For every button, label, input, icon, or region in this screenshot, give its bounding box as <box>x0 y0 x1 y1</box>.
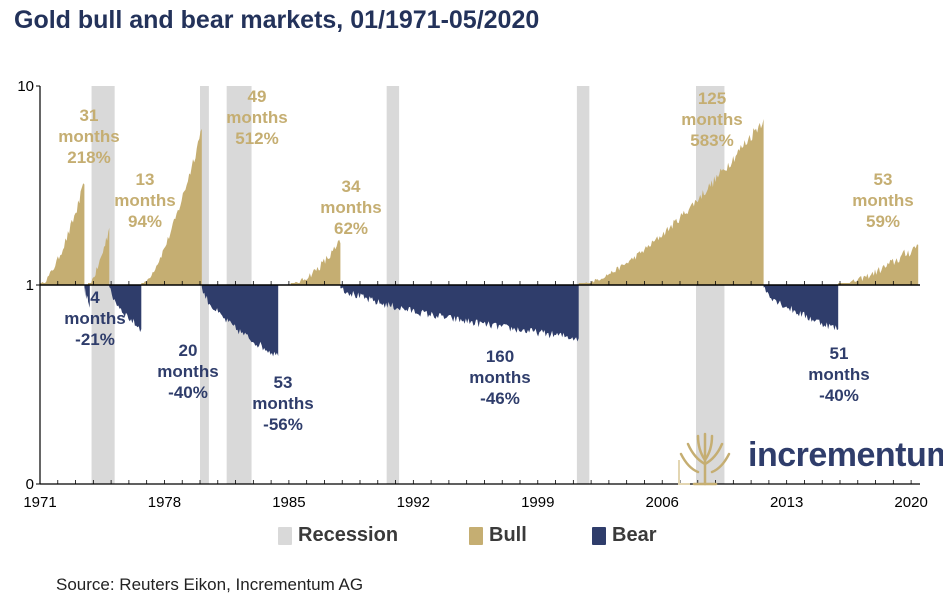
x-tick-label-1978: 1978 <box>148 494 181 511</box>
x-tick-label-2020: 2020 <box>894 494 927 511</box>
x-tick-label-2006: 2006 <box>646 494 679 511</box>
bear-label-5-line-2: months <box>808 365 869 384</box>
bear-label-1: 4 months -21% <box>64 288 125 349</box>
bull-label-2-line-1: 13 <box>136 170 155 189</box>
legend-swatch-bull <box>469 526 483 545</box>
source-note: Source: Reuters Eikon, Incrementum AG <box>56 575 364 594</box>
chart-title: Gold bull and bear markets, 01/1971-05/2… <box>14 6 540 34</box>
bear-label-2: 20 months -40% <box>157 341 218 402</box>
bull-label-2-line-2: months <box>114 191 175 210</box>
legend-swatch-bear <box>592 526 606 545</box>
bear-label-3-line-2: months <box>252 394 313 413</box>
legend-label-recession: Recession <box>298 524 399 546</box>
bull-label-5: 125 months 583% <box>681 89 742 150</box>
bear-label-4: 160 months -46% <box>469 347 530 408</box>
bear-label-4-line-3: -46% <box>480 389 520 408</box>
bull-area-5 <box>578 119 764 285</box>
bear-label-2-line-1: 20 <box>179 341 198 360</box>
bull-label-6-line-1: 53 <box>874 170 893 189</box>
legend: Recession Bull Bear <box>0 524 943 554</box>
bull-label-3: 49 months 512% <box>226 87 287 148</box>
x-tick-label-1992: 1992 <box>397 494 430 511</box>
bull-label-1-line-1: 31 <box>80 106 99 125</box>
bull-area-2 <box>88 227 110 285</box>
bull-label-3-line-3: 512% <box>235 129 278 148</box>
bear-label-5: 51 months -40% <box>808 344 869 405</box>
bear-label-1-line-2: months <box>64 309 125 328</box>
bear-area-5 <box>763 285 839 331</box>
y-tick-label-0: 0 <box>26 476 34 493</box>
bull-label-4-line-1: 34 <box>342 177 361 196</box>
bull-label-1-line-3: 218% <box>67 148 110 167</box>
bear-label-4-line-1: 160 <box>486 347 514 366</box>
bull-label-5-line-3: 583% <box>690 131 733 150</box>
bear-label-3-line-3: -56% <box>263 415 303 434</box>
bear-label-2-line-2: months <box>157 362 218 381</box>
y-tick-label-1: 1 <box>26 277 34 294</box>
bear-label-3: 53 months -56% <box>252 373 313 434</box>
bull-area-3 <box>141 128 202 285</box>
bull-area-4 <box>290 239 341 285</box>
bull-label-6-line-3: 59% <box>866 212 900 231</box>
bear-label-5-line-1: 51 <box>830 344 849 363</box>
legend-label-bull: Bull <box>489 524 527 546</box>
incrementum-logo: incrementum <box>676 428 943 488</box>
market-areas <box>40 119 919 357</box>
bull-label-2-line-3: 94% <box>128 212 162 231</box>
annotations: 31 months 218% 13 months 94% 49 months 512% 34 mon… <box>58 87 913 434</box>
bear-area-3 <box>201 285 279 357</box>
bull-label-1: 31 months 218% <box>58 106 119 167</box>
bear-area-2 <box>109 285 142 332</box>
bull-label-3-line-1: 49 <box>248 87 267 106</box>
legend-swatch-recession <box>278 526 292 545</box>
legend-label-bear: Bear <box>612 524 657 546</box>
bear-label-4-line-2: months <box>469 368 530 387</box>
bull-label-3-line-2: months <box>226 108 287 127</box>
bear-label-1-line-1: 4 <box>90 288 100 307</box>
bull-label-1-line-2: months <box>58 127 119 146</box>
bull-area-1 <box>40 183 85 285</box>
logo-text: incrementum <box>748 436 943 474</box>
bull-label-6-line-2: months <box>852 191 913 210</box>
bear-area-4 <box>340 285 579 342</box>
x-tick-label-1985: 1985 <box>272 494 305 511</box>
legend-item-recession: Recession <box>278 524 398 547</box>
bear-label-2-line-3: -40% <box>168 383 208 402</box>
tree-icon <box>678 432 731 486</box>
bull-area-6 <box>838 244 919 285</box>
x-tick-label-1971: 1971 <box>23 494 56 511</box>
bull-label-5-line-1: 125 <box>698 89 726 108</box>
bear-label-3-line-1: 53 <box>274 373 293 392</box>
bull-label-4: 34 months 62% <box>320 177 381 238</box>
bull-label-5-line-2: months <box>681 110 742 129</box>
legend-item-bull: Bull <box>469 524 527 547</box>
legend-item-bear: Bear <box>592 524 656 547</box>
bull-label-6: 53 months 59% <box>852 170 913 231</box>
x-tick-label-1999: 1999 <box>521 494 554 511</box>
x-tick-label-2013: 2013 <box>770 494 803 511</box>
bull-label-4-line-3: 62% <box>334 219 368 238</box>
bear-label-1-line-3: -21% <box>75 330 115 349</box>
bear-label-5-line-3: -40% <box>819 386 859 405</box>
bull-label-2: 13 months 94% <box>114 170 175 231</box>
y-tick-label-10: 10 <box>17 78 34 95</box>
bear-area-1 <box>84 285 90 308</box>
bull-label-4-line-2: months <box>320 198 381 217</box>
